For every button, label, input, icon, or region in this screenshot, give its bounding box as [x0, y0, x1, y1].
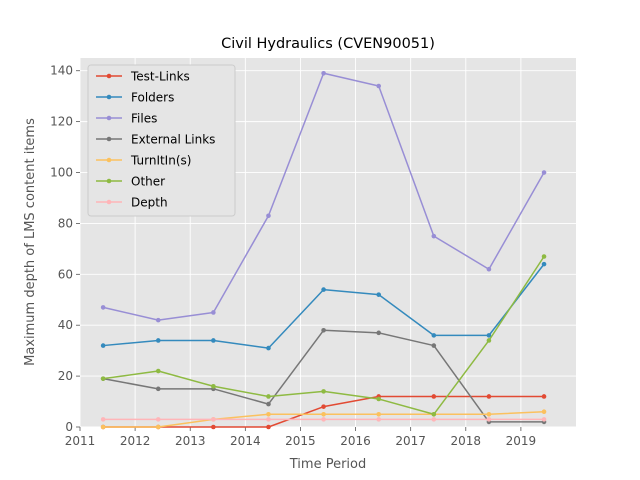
data-point-other: [266, 394, 271, 399]
y-tick-label: 0: [65, 420, 73, 434]
x-tick-label: 2018: [451, 434, 482, 448]
data-point-other: [100, 376, 106, 381]
legend-marker-turnitin-s: [106, 157, 112, 163]
y-tick-label: 140: [50, 64, 73, 78]
data-point-files: [541, 170, 547, 175]
data-point-test-links: [211, 424, 216, 430]
data-point-folders: [376, 292, 382, 297]
data-point-depth: [541, 417, 547, 422]
legend-label-external-links: External Links: [131, 133, 215, 147]
data-point-folders: [321, 287, 326, 292]
y-tick-label: 80: [58, 216, 73, 230]
data-point-folders: [541, 261, 547, 267]
data-point-turnitin-s: [155, 424, 161, 430]
x-tick-label: 2013: [175, 434, 206, 448]
data-point-files: [486, 266, 492, 272]
data-point-other: [211, 383, 216, 389]
data-point-depth: [100, 417, 106, 422]
data-point-turnitin-s: [541, 409, 547, 415]
legend-label-other: Other: [131, 175, 165, 189]
data-point-test-links: [321, 404, 326, 409]
data-point-external-links: [431, 343, 437, 348]
data-point-files: [376, 83, 382, 89]
legend-marker-external-links: [106, 136, 112, 142]
y-tick-label: 40: [58, 318, 73, 332]
y-tick-label: 60: [58, 267, 73, 281]
data-point-turnitin-s: [321, 411, 326, 417]
y-tick-label: 120: [50, 115, 73, 129]
legend-box: [87, 64, 236, 217]
x-tick-label: 2017: [395, 434, 426, 448]
y-axis-label: Maximum depth of LMS content items: [23, 118, 38, 366]
data-point-files: [155, 317, 161, 323]
legend-label-turnitin-s: TurnItIn(s): [130, 154, 191, 168]
y-tick-label: 100: [50, 166, 73, 180]
chart-title: Civil Hydraulics (CVEN90051): [221, 36, 435, 52]
legend-marker-files: [106, 115, 112, 121]
data-point-external-links: [321, 327, 326, 333]
data-point-folders: [266, 345, 271, 351]
y-tick-label: 20: [58, 369, 73, 383]
data-point-test-links: [486, 394, 492, 399]
legend-label-folders: Folders: [131, 91, 174, 105]
data-point-depth: [155, 417, 161, 422]
data-point-folders: [155, 338, 161, 343]
data-point-files: [431, 233, 437, 239]
data-point-folders: [431, 333, 437, 338]
x-tick-label: 2016: [340, 434, 371, 448]
x-tick-label: 2012: [120, 434, 151, 448]
data-point-other: [431, 411, 437, 417]
x-tick-label: 2015: [285, 434, 316, 448]
data-point-depth: [431, 417, 437, 422]
data-point-test-links: [266, 424, 271, 430]
data-point-folders: [486, 333, 492, 338]
legend-label-depth: Depth: [131, 196, 168, 210]
data-point-turnitin-s: [100, 424, 106, 430]
x-tick-label: 2019: [506, 434, 537, 448]
legend-marker-folders: [106, 94, 112, 100]
data-point-files: [321, 70, 326, 76]
data-point-depth: [376, 417, 382, 422]
data-point-turnitin-s: [376, 411, 382, 417]
data-point-depth: [211, 417, 216, 422]
data-point-files: [100, 305, 106, 310]
legend-label-test-links: Test-Links: [130, 70, 190, 84]
data-point-files: [266, 213, 271, 219]
data-point-external-links: [266, 401, 271, 407]
series-group: [100, 70, 547, 430]
data-point-depth: [321, 417, 326, 422]
data-point-test-links: [431, 394, 437, 399]
legend-marker-test-links: [106, 73, 112, 79]
data-point-files: [211, 310, 216, 315]
data-point-other: [321, 389, 326, 394]
x-axis-label: Time Period: [289, 457, 366, 472]
data-point-other: [541, 254, 547, 259]
y-axis-ticks: 0 20 40 60 80 100 120 140: [50, 64, 80, 434]
data-point-external-links: [155, 386, 161, 392]
legend-marker-other: [106, 178, 112, 184]
x-axis-ticks: 2011 2012 2013 2014 2015 2016 2017 2018 2019: [65, 427, 536, 448]
legend-label-files: Files: [131, 112, 157, 126]
data-point-turnitin-s: [266, 411, 271, 417]
x-tick-label: 2014: [230, 434, 261, 448]
data-point-folders: [100, 343, 106, 348]
data-point-folders: [211, 338, 216, 343]
data-point-depth: [486, 417, 492, 422]
data-point-turnitin-s: [486, 411, 492, 417]
legend: Test-Links Folders Files External Links Turn…: [87, 64, 236, 217]
data-point-depth: [266, 417, 271, 422]
data-point-other: [486, 338, 492, 343]
x-tick-label: 2011: [65, 434, 96, 448]
data-point-external-links: [376, 330, 382, 336]
data-point-other: [376, 396, 382, 402]
legend-marker-depth: [106, 199, 112, 205]
data-point-other: [155, 368, 161, 374]
data-point-test-links: [541, 394, 547, 399]
